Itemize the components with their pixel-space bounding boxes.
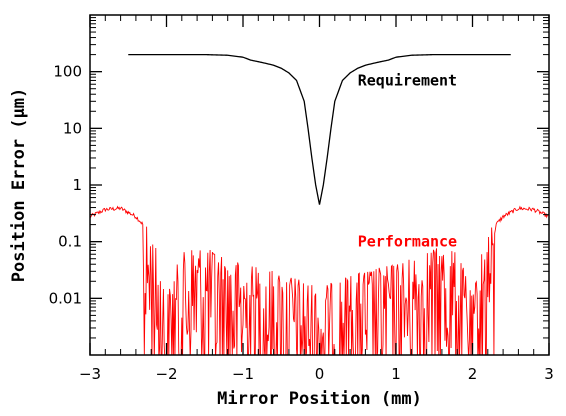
x-tick-label: −3 [79,365,101,383]
series-clip-group [90,53,549,355]
y-tick-label: 0.01 [49,289,82,307]
annotation-requirement: Requirement [358,71,457,89]
y-tick-label: 10 [63,119,82,137]
y-axis-title: Position Error (μm) [9,88,29,282]
series-layer [90,53,549,355]
x-tick-label: 3 [544,365,554,383]
y-tick-label: 1 [72,176,82,194]
x-tick-label: −2 [155,365,177,383]
annotation-performance: Performance [358,233,457,251]
x-tick-label: 0 [315,365,325,383]
tick-labels-layer: −3 −2 −1 0 1 2 3 0.01 0.1 1 10 100 [49,63,554,383]
y-tick-label: 100 [53,63,82,81]
x-tick-label: 1 [391,365,401,383]
x-axis-title: Mirror Position (mm) [217,389,422,409]
y-tick-label: 0.1 [58,233,82,251]
x-tick-label: −1 [232,365,254,383]
x-tick-label: 2 [468,365,478,383]
series-line-requirement [128,53,511,205]
series-line-performance [90,205,549,355]
ticks-layer [89,15,550,355]
